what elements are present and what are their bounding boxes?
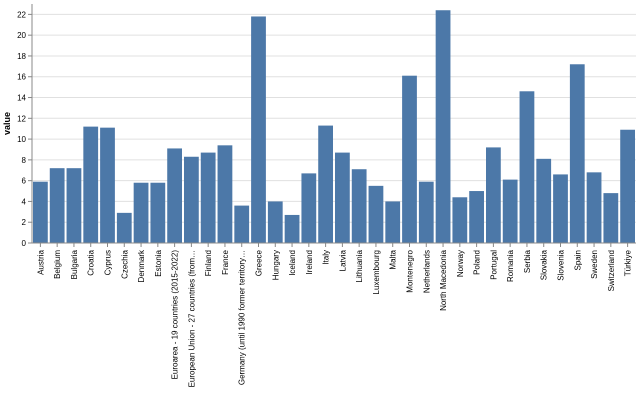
bar-north-macedonia bbox=[435, 10, 451, 243]
bar-spain bbox=[569, 64, 585, 243]
x-tick-label: Türkiye bbox=[624, 249, 633, 276]
bar-hungary bbox=[267, 201, 283, 243]
x-tick-label: Sweden bbox=[590, 250, 599, 279]
bar-estonia bbox=[150, 182, 166, 243]
y-tick-label: 10 bbox=[17, 135, 26, 144]
bar-slovakia bbox=[536, 158, 552, 243]
x-tick-label: European Union - 27 countries (from… bbox=[187, 250, 196, 387]
x-tick-label: North Macedonia bbox=[439, 249, 448, 310]
x-tick-label: Malta bbox=[389, 249, 398, 269]
x-tick-label: Bulgaria bbox=[70, 249, 79, 279]
y-tick-label: 22 bbox=[17, 10, 26, 19]
bar-france bbox=[217, 145, 233, 243]
bar-ireland bbox=[301, 173, 317, 243]
bar-romania bbox=[502, 179, 518, 243]
bar-slovenia bbox=[553, 174, 568, 243]
bar-netherlands bbox=[418, 181, 434, 243]
x-tick-label: Poland bbox=[473, 250, 482, 275]
x-tick-label: Czechia bbox=[120, 249, 129, 278]
bar-germany-until-1990-former-territory bbox=[234, 205, 250, 243]
x-tick-label: Romania bbox=[506, 249, 515, 282]
bar-austria bbox=[33, 181, 48, 243]
bar-latvia bbox=[335, 152, 350, 243]
x-tick-label: Finland bbox=[204, 250, 213, 276]
y-axis-title: value bbox=[2, 112, 12, 135]
bar-lithuania bbox=[351, 169, 367, 243]
x-tick-label: Belgium bbox=[53, 250, 62, 279]
x-tick-label: Slovenia bbox=[557, 249, 566, 280]
x-tick-label: Netherlands bbox=[422, 250, 431, 293]
x-tick-label: Luxembourg bbox=[372, 250, 381, 294]
x-tick-label: Switzerland bbox=[607, 250, 616, 291]
x-tick-label: Slovakia bbox=[540, 249, 549, 280]
axes bbox=[31, 4, 636, 244]
y-tick-label: 12 bbox=[17, 114, 26, 123]
bar-finland bbox=[200, 152, 216, 243]
x-tick-label: Iceland bbox=[288, 250, 297, 276]
bar-cyprus bbox=[100, 127, 115, 243]
bar-norway bbox=[452, 197, 468, 243]
bar-t-rkiye bbox=[620, 129, 635, 243]
x-tick-label: Latvia bbox=[338, 249, 347, 271]
y-tick-label: 8 bbox=[22, 156, 27, 165]
bar-malta bbox=[385, 201, 401, 243]
x-tick-label: Euroarea - 19 countries (2015-2022) bbox=[171, 250, 180, 380]
bar-denmark bbox=[133, 182, 149, 243]
y-tick-label: 20 bbox=[17, 31, 26, 40]
x-tick-label: Austria bbox=[36, 249, 45, 274]
bar-luxembourg bbox=[368, 185, 384, 243]
y-tick-label: 4 bbox=[22, 197, 27, 206]
x-tick-label: Spain bbox=[573, 250, 582, 270]
x-tick-label: Denmark bbox=[137, 249, 146, 282]
bar-european-union-27-countries-from bbox=[184, 156, 199, 243]
x-axis-ticks: Austria Belgium Bulgaria Croatia Cyprus Czech… bbox=[36, 243, 633, 387]
x-tick-label: Serbia bbox=[523, 249, 532, 273]
y-tick-label: 0 bbox=[22, 239, 27, 248]
gridlines bbox=[32, 13, 636, 244]
x-tick-label: Hungary bbox=[271, 250, 280, 280]
x-tick-label: Cyprus bbox=[104, 250, 113, 275]
y-tick-label: 18 bbox=[17, 52, 26, 61]
x-tick-label: Estonia bbox=[154, 249, 163, 276]
x-tick-label: Italy bbox=[322, 250, 331, 265]
x-tick-label: Montenegro bbox=[406, 249, 415, 292]
bar-belgium bbox=[49, 168, 65, 243]
bar-poland bbox=[469, 191, 484, 243]
x-tick-label: Lithuania bbox=[355, 249, 364, 282]
bar-portugal bbox=[486, 147, 501, 243]
x-tick-label: Germany (until 1990 former territory… bbox=[238, 250, 247, 385]
x-tick-label: Croatia bbox=[87, 249, 96, 275]
y-tick-label: 6 bbox=[22, 177, 27, 186]
x-tick-label: Portugal bbox=[489, 250, 498, 280]
y-tick-label: 2 bbox=[22, 218, 27, 227]
bar-switzerland bbox=[603, 193, 619, 243]
bar-czechia bbox=[116, 212, 132, 243]
bar-bulgaria bbox=[66, 168, 82, 243]
bar-greece bbox=[251, 16, 266, 244]
bar-montenegro bbox=[402, 75, 417, 243]
x-tick-label: Greece bbox=[255, 249, 264, 276]
bar-croatia bbox=[83, 126, 99, 243]
bar-iceland bbox=[284, 214, 300, 243]
y-axis-ticks: 0 2 4 6 8 10 12 14 16 18 20 22 bbox=[17, 10, 32, 248]
y-tick-label: 16 bbox=[17, 73, 26, 82]
bar-sweden bbox=[586, 172, 602, 243]
bar-serbia bbox=[519, 91, 535, 243]
bar-euroarea-19-countries-2015-2022 bbox=[167, 148, 182, 243]
y-tick-label: 14 bbox=[17, 94, 26, 103]
bars bbox=[33, 10, 635, 244]
bar-italy bbox=[318, 125, 333, 243]
x-tick-label: France bbox=[221, 249, 230, 274]
x-tick-label: Ireland bbox=[305, 250, 314, 274]
x-tick-label: Norway bbox=[456, 250, 465, 277]
